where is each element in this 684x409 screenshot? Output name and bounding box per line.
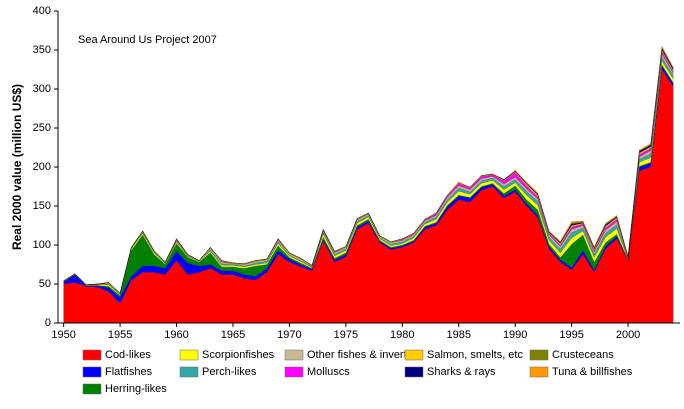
y-tick-label: 0 (45, 317, 51, 329)
y-tick-label: 350 (33, 44, 51, 56)
x-tick-label: 1995 (559, 329, 583, 341)
y-tick-label: 300 (33, 83, 51, 95)
x-tick-label: 1975 (334, 329, 358, 341)
legend-label: Herring-likes (105, 383, 167, 395)
legend-label: Perch-likes (202, 366, 257, 378)
x-tick-label: 1970 (277, 329, 301, 341)
y-tick-label: 250 (33, 122, 51, 134)
legend-label: Other fishes & inverts (307, 349, 413, 361)
legend-swatch (284, 349, 304, 361)
y-tick-label: 400 (33, 5, 51, 17)
area (63, 64, 674, 304)
legend-swatch (529, 349, 549, 361)
legend-swatch (82, 349, 102, 361)
legend-label: Tuna & billfishes (552, 366, 633, 378)
x-tick-label: 1990 (503, 329, 527, 341)
x-tick-label: 1965 (221, 329, 245, 341)
x-tick-label: 2000 (616, 329, 640, 341)
area (63, 45, 674, 294)
legend-swatch (82, 366, 102, 378)
legend-swatch (404, 366, 424, 378)
legend-swatch (284, 366, 304, 378)
x-tick-label: 1960 (164, 329, 188, 341)
area (63, 49, 674, 294)
legend-label: Crusteceans (552, 349, 614, 361)
area (63, 53, 674, 295)
legend-swatch (404, 349, 424, 361)
legend-label: Salmon, smelts, etc (427, 349, 523, 361)
area (63, 68, 674, 324)
area (63, 56, 674, 296)
area (63, 64, 674, 298)
legend-swatch (82, 383, 102, 395)
y-axis-label: Real 2000 value (million US$) (10, 84, 24, 250)
annotation: Sea Around Us Project 2007 (78, 34, 217, 46)
y-tick-label: 150 (33, 200, 51, 212)
legend-label: Flatfishes (105, 366, 153, 378)
legend-swatch (179, 366, 199, 378)
y-tick-label: 200 (33, 161, 51, 173)
legend-label: Cod-likes (105, 349, 151, 361)
x-tick-label: 1980 (390, 329, 414, 341)
legend-swatch (179, 349, 199, 361)
y-tick-label: 100 (33, 239, 51, 251)
legend-label: Sharks & rays (427, 366, 496, 378)
x-tick-label: 1985 (447, 329, 471, 341)
legend-label: Molluscs (307, 366, 350, 378)
area (63, 47, 674, 294)
x-tick-label: 1955 (108, 329, 132, 341)
area (63, 50, 674, 294)
legend-label: Scorpionfishes (202, 349, 275, 361)
x-tick-label: 1950 (51, 329, 75, 341)
y-tick-label: 50 (39, 278, 51, 290)
area (63, 46, 674, 294)
legend-swatch (529, 366, 549, 378)
